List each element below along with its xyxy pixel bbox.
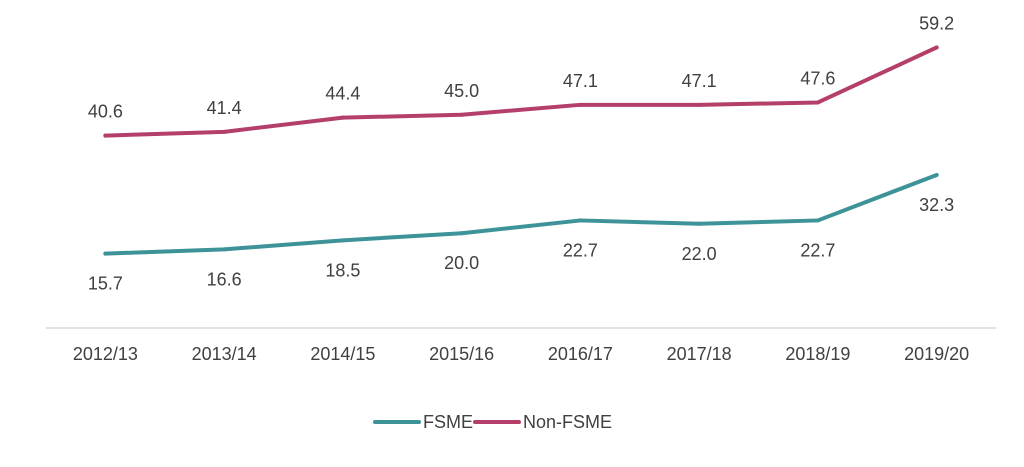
- data-point: [578, 218, 583, 223]
- data-point: [815, 218, 820, 223]
- data-point: [222, 247, 227, 252]
- data-label: 15.7: [88, 274, 123, 294]
- data-point: [222, 129, 227, 134]
- x-tick-label: 2018/19: [785, 344, 850, 364]
- data-point: [697, 102, 702, 107]
- x-tick-label: 2013/14: [192, 344, 257, 364]
- data-point: [459, 112, 464, 117]
- data-label: 16.6: [207, 269, 242, 289]
- data-point: [340, 238, 345, 243]
- series-line: [103, 45, 939, 138]
- data-point: [340, 115, 345, 120]
- series-line: [103, 172, 939, 256]
- legend-label: Non-FSME: [523, 412, 612, 432]
- data-label: 59.2: [919, 13, 954, 33]
- data-label: 44.4: [325, 84, 360, 104]
- x-tick-label: 2019/20: [904, 344, 969, 364]
- data-point: [934, 172, 939, 177]
- data-label: 22.7: [563, 240, 598, 260]
- x-tick-label: 2014/15: [310, 344, 375, 364]
- series-layer: 15.7 16.6 18.5 20.0 22.7 22.0 22.7 32.3 40.6 41.4…: [88, 13, 954, 293]
- data-label: 22.0: [682, 244, 717, 264]
- x-tick-label: 2015/16: [429, 344, 494, 364]
- x-tick-label: 2016/17: [548, 344, 613, 364]
- x-tick-label: 2017/18: [667, 344, 732, 364]
- legend: FSME Non-FSME: [373, 412, 612, 432]
- data-point: [103, 133, 108, 138]
- legend-item-non-fsme: Non-FSME: [473, 412, 612, 432]
- legend-item-fsme: FSME: [373, 412, 473, 432]
- series-non-fsme: 40.6 41.4 44.4 45.0 47.1 47.1 47.6 59.2: [88, 13, 954, 138]
- series-fsme: 15.7 16.6 18.5 20.0 22.7 22.0 22.7 32.3: [88, 172, 954, 294]
- data-label: 47.1: [563, 71, 598, 91]
- data-label: 22.7: [800, 240, 835, 260]
- data-label: 41.4: [207, 98, 242, 118]
- data-point: [934, 45, 939, 50]
- data-point: [815, 100, 820, 105]
- data-point: [578, 102, 583, 107]
- data-label: 45.0: [444, 81, 479, 101]
- x-axis-tick-labels: 2012/13 2013/14 2014/15 2015/16 2016/17 2017/…: [73, 344, 969, 364]
- legend-label: FSME: [423, 412, 473, 432]
- data-point: [103, 251, 108, 256]
- data-label: 20.0: [444, 253, 479, 273]
- data-label: 18.5: [325, 260, 360, 280]
- data-point: [459, 231, 464, 236]
- data-label: 32.3: [919, 195, 954, 215]
- x-tick-label: 2012/13: [73, 344, 138, 364]
- data-point: [697, 221, 702, 226]
- data-label: 47.1: [682, 71, 717, 91]
- data-label: 47.6: [800, 68, 835, 88]
- data-label: 40.6: [88, 102, 123, 122]
